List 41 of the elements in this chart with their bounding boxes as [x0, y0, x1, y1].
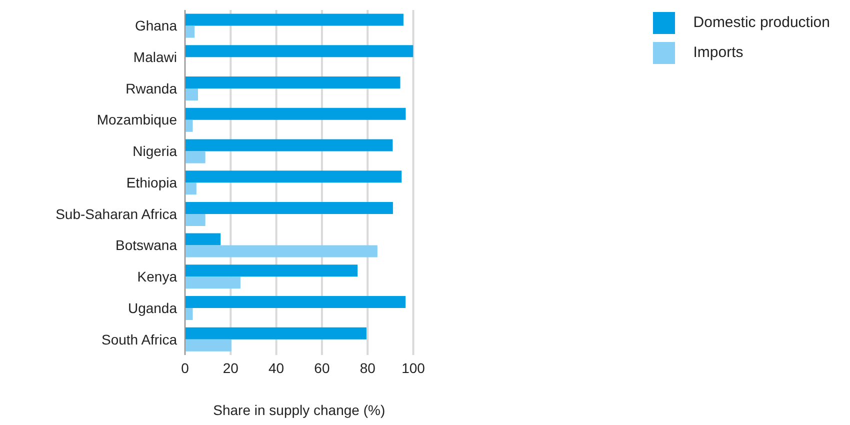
bar — [185, 14, 404, 26]
bar — [185, 108, 406, 120]
y-tick-label: Mozambique — [96, 112, 178, 128]
bar — [185, 151, 206, 164]
bar — [185, 182, 196, 195]
x-tick-label: 40 — [268, 360, 284, 376]
bar — [185, 327, 366, 340]
bar — [185, 120, 193, 132]
bar — [185, 264, 358, 277]
bar — [185, 339, 232, 352]
x-tick-label: 0 — [181, 360, 190, 376]
x-tick-label: 20 — [222, 360, 239, 376]
bar — [185, 170, 402, 183]
y-tick-label: Ethiopia — [126, 174, 178, 190]
legend-label: Imports — [693, 44, 744, 61]
bar — [185, 88, 198, 100]
bar — [185, 26, 195, 38]
bar — [185, 214, 206, 226]
x-tick-label: 80 — [360, 360, 376, 376]
y-tick-label: Ghana — [134, 18, 178, 34]
bar — [185, 139, 393, 152]
y-tick-label: Sub-Saharan Africa — [56, 206, 178, 222]
bar — [185, 245, 378, 258]
bar — [185, 202, 393, 214]
bar — [185, 296, 406, 308]
y-tick-label: Malawi — [133, 49, 177, 66]
y-tick-label: Uganda — [128, 300, 178, 316]
y-tick-label: Nigeria — [132, 143, 178, 160]
y-tick-label: Rwanda — [126, 80, 178, 96]
bar — [185, 276, 240, 289]
legend-label: Domestic production — [693, 14, 830, 31]
x-axis-title: Share in supply change (%) — [213, 402, 386, 418]
bar — [185, 308, 193, 320]
x-tick-label: 100 — [402, 360, 426, 376]
bar — [185, 76, 400, 88]
bar — [185, 233, 221, 246]
x-tick-label: 60 — [314, 360, 330, 376]
y-tick-label: South Africa — [102, 331, 178, 348]
y-tick-label: Botswana — [116, 237, 178, 254]
y-tick-label: Kenya — [137, 268, 178, 285]
bar — [185, 45, 414, 58]
